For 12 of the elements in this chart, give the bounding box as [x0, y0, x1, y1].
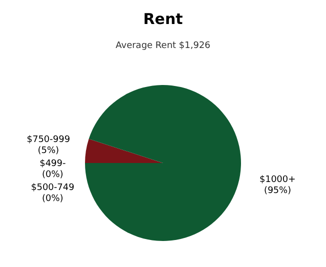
category-label: $500-749 — [31, 183, 74, 194]
data-label: (5%) — [38, 146, 60, 156]
text: (0%) — [42, 194, 64, 204]
text: (0%) — [42, 170, 64, 180]
chart-subtitle: Average Rent $1,926 — [116, 41, 211, 51]
slice-label: $750-999 — [26, 135, 70, 146]
data-label: (95%) — [264, 186, 292, 196]
category-label: $499- — [40, 159, 66, 170]
chart-title: Rent — [143, 10, 183, 28]
pie-slice — [85, 138, 163, 163]
slice-label: $1000+ — [259, 174, 296, 185]
pie-slice — [85, 85, 241, 241]
